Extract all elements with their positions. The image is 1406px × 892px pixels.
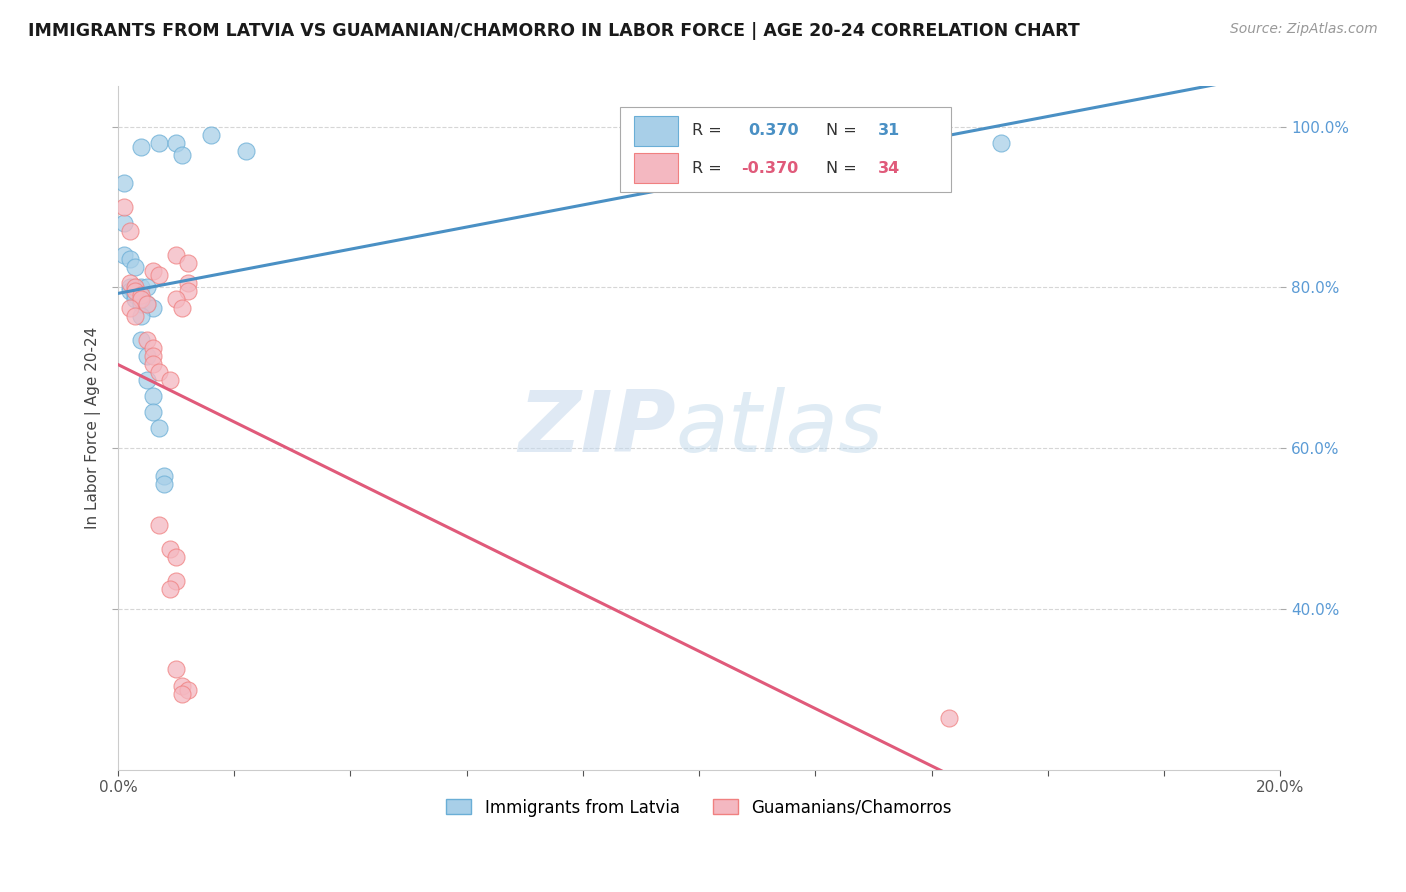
Point bbox=[177, 285, 200, 299]
Text: N =: N = bbox=[825, 123, 862, 138]
Point bbox=[170, 687, 193, 701]
Point bbox=[177, 256, 200, 270]
Y-axis label: In Labor Force | Age 20-24: In Labor Force | Age 20-24 bbox=[86, 327, 101, 529]
Point bbox=[165, 293, 187, 307]
Text: ZIP: ZIP bbox=[519, 386, 676, 470]
Point bbox=[153, 469, 176, 483]
Point bbox=[170, 147, 193, 161]
Point bbox=[112, 248, 135, 262]
Point bbox=[118, 280, 141, 294]
Point bbox=[124, 280, 146, 294]
Point bbox=[200, 128, 222, 142]
Point bbox=[129, 309, 152, 323]
Point bbox=[165, 663, 187, 677]
Point bbox=[142, 349, 165, 363]
Point bbox=[153, 477, 176, 491]
Text: R =: R = bbox=[692, 161, 727, 176]
Point bbox=[148, 365, 170, 379]
Text: atlas: atlas bbox=[676, 386, 884, 470]
Point bbox=[165, 549, 187, 564]
Point bbox=[142, 341, 165, 355]
Point bbox=[142, 357, 165, 371]
Point bbox=[136, 296, 159, 310]
Point bbox=[118, 301, 141, 315]
Point bbox=[177, 277, 200, 291]
Point bbox=[124, 288, 146, 302]
Legend: Immigrants from Latvia, Guamanians/Chamorros: Immigrants from Latvia, Guamanians/Chamo… bbox=[440, 792, 959, 823]
Point bbox=[124, 293, 146, 307]
Point bbox=[136, 280, 159, 294]
Point bbox=[136, 333, 159, 347]
Point bbox=[148, 268, 170, 283]
Point bbox=[142, 389, 165, 403]
Point bbox=[142, 301, 165, 315]
Point bbox=[177, 682, 200, 697]
Text: 34: 34 bbox=[879, 161, 900, 176]
Point bbox=[142, 264, 165, 278]
Text: 31: 31 bbox=[879, 123, 900, 138]
Point bbox=[235, 144, 257, 158]
Text: N =: N = bbox=[825, 161, 862, 176]
Point bbox=[170, 679, 193, 693]
Point bbox=[159, 582, 181, 596]
Text: 0.370: 0.370 bbox=[748, 123, 799, 138]
Point bbox=[129, 293, 152, 307]
Text: Source: ZipAtlas.com: Source: ZipAtlas.com bbox=[1230, 22, 1378, 37]
FancyBboxPatch shape bbox=[634, 116, 678, 145]
Point bbox=[124, 309, 146, 323]
FancyBboxPatch shape bbox=[620, 107, 952, 193]
Point bbox=[165, 248, 187, 262]
Point bbox=[165, 574, 187, 588]
Point bbox=[148, 517, 170, 532]
Point bbox=[136, 349, 159, 363]
Point bbox=[170, 301, 193, 315]
Point bbox=[136, 296, 159, 310]
Point bbox=[148, 136, 170, 150]
Point bbox=[136, 373, 159, 387]
Point bbox=[142, 405, 165, 419]
Point bbox=[129, 296, 152, 310]
Point bbox=[129, 280, 152, 294]
Point bbox=[129, 333, 152, 347]
Point bbox=[938, 711, 960, 725]
Point bbox=[159, 373, 181, 387]
Point bbox=[124, 280, 146, 294]
Point bbox=[118, 285, 141, 299]
Text: -0.370: -0.370 bbox=[741, 161, 799, 176]
Point bbox=[118, 277, 141, 291]
Text: IMMIGRANTS FROM LATVIA VS GUAMANIAN/CHAMORRO IN LABOR FORCE | AGE 20-24 CORRELAT: IMMIGRANTS FROM LATVIA VS GUAMANIAN/CHAM… bbox=[28, 22, 1080, 40]
Point bbox=[148, 421, 170, 435]
Point bbox=[124, 260, 146, 275]
Point bbox=[112, 176, 135, 190]
Point bbox=[112, 200, 135, 214]
Point bbox=[990, 136, 1012, 150]
Point bbox=[129, 288, 152, 302]
Point bbox=[159, 541, 181, 556]
Point bbox=[129, 139, 152, 153]
Point bbox=[118, 252, 141, 267]
Point bbox=[118, 224, 141, 238]
Point bbox=[165, 136, 187, 150]
Point bbox=[124, 285, 146, 299]
Point bbox=[112, 216, 135, 230]
FancyBboxPatch shape bbox=[634, 153, 678, 184]
Text: R =: R = bbox=[692, 123, 727, 138]
